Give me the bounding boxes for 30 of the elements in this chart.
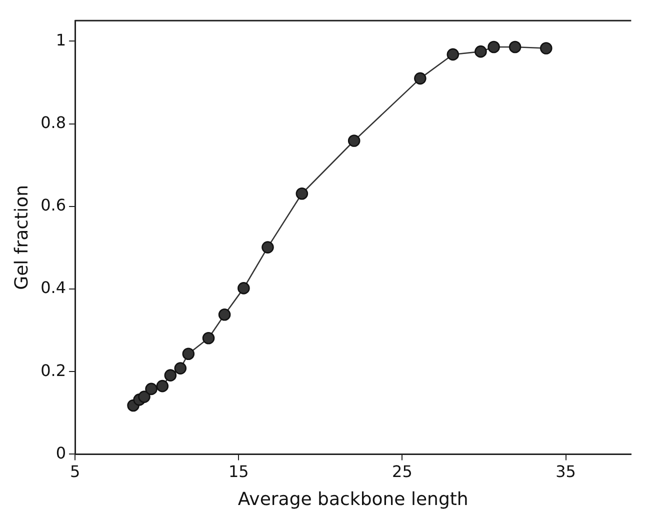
y-tick-label: 0.4 xyxy=(40,278,66,298)
point xyxy=(218,308,231,321)
point xyxy=(540,42,552,54)
y-tick-label: 1 xyxy=(56,30,66,50)
point xyxy=(138,390,150,403)
y-tick-label: 0.8 xyxy=(40,112,66,132)
point xyxy=(488,40,500,54)
point xyxy=(414,72,426,85)
point xyxy=(348,134,360,147)
y-tick-label: 0 xyxy=(56,443,66,462)
x-tick-label: 5 xyxy=(70,462,80,481)
point xyxy=(296,187,308,200)
y-axis-title: Gel fraction xyxy=(11,184,32,290)
x-tick-label: 35 xyxy=(556,462,576,481)
point xyxy=(202,332,215,344)
point xyxy=(145,382,158,396)
point xyxy=(508,40,522,54)
y-tick-label: 0.2 xyxy=(40,360,66,380)
y-tick-label: 0.6 xyxy=(40,196,66,215)
point xyxy=(164,369,177,382)
point xyxy=(238,282,250,294)
point xyxy=(174,362,187,374)
x-tick-label: 15 xyxy=(228,462,249,481)
point xyxy=(474,45,487,58)
point xyxy=(446,48,460,61)
x-axis-title: Average backbone length xyxy=(238,488,468,510)
point xyxy=(262,241,274,254)
point xyxy=(182,348,195,360)
point xyxy=(156,380,169,392)
x-tick-label: 25 xyxy=(392,462,412,481)
